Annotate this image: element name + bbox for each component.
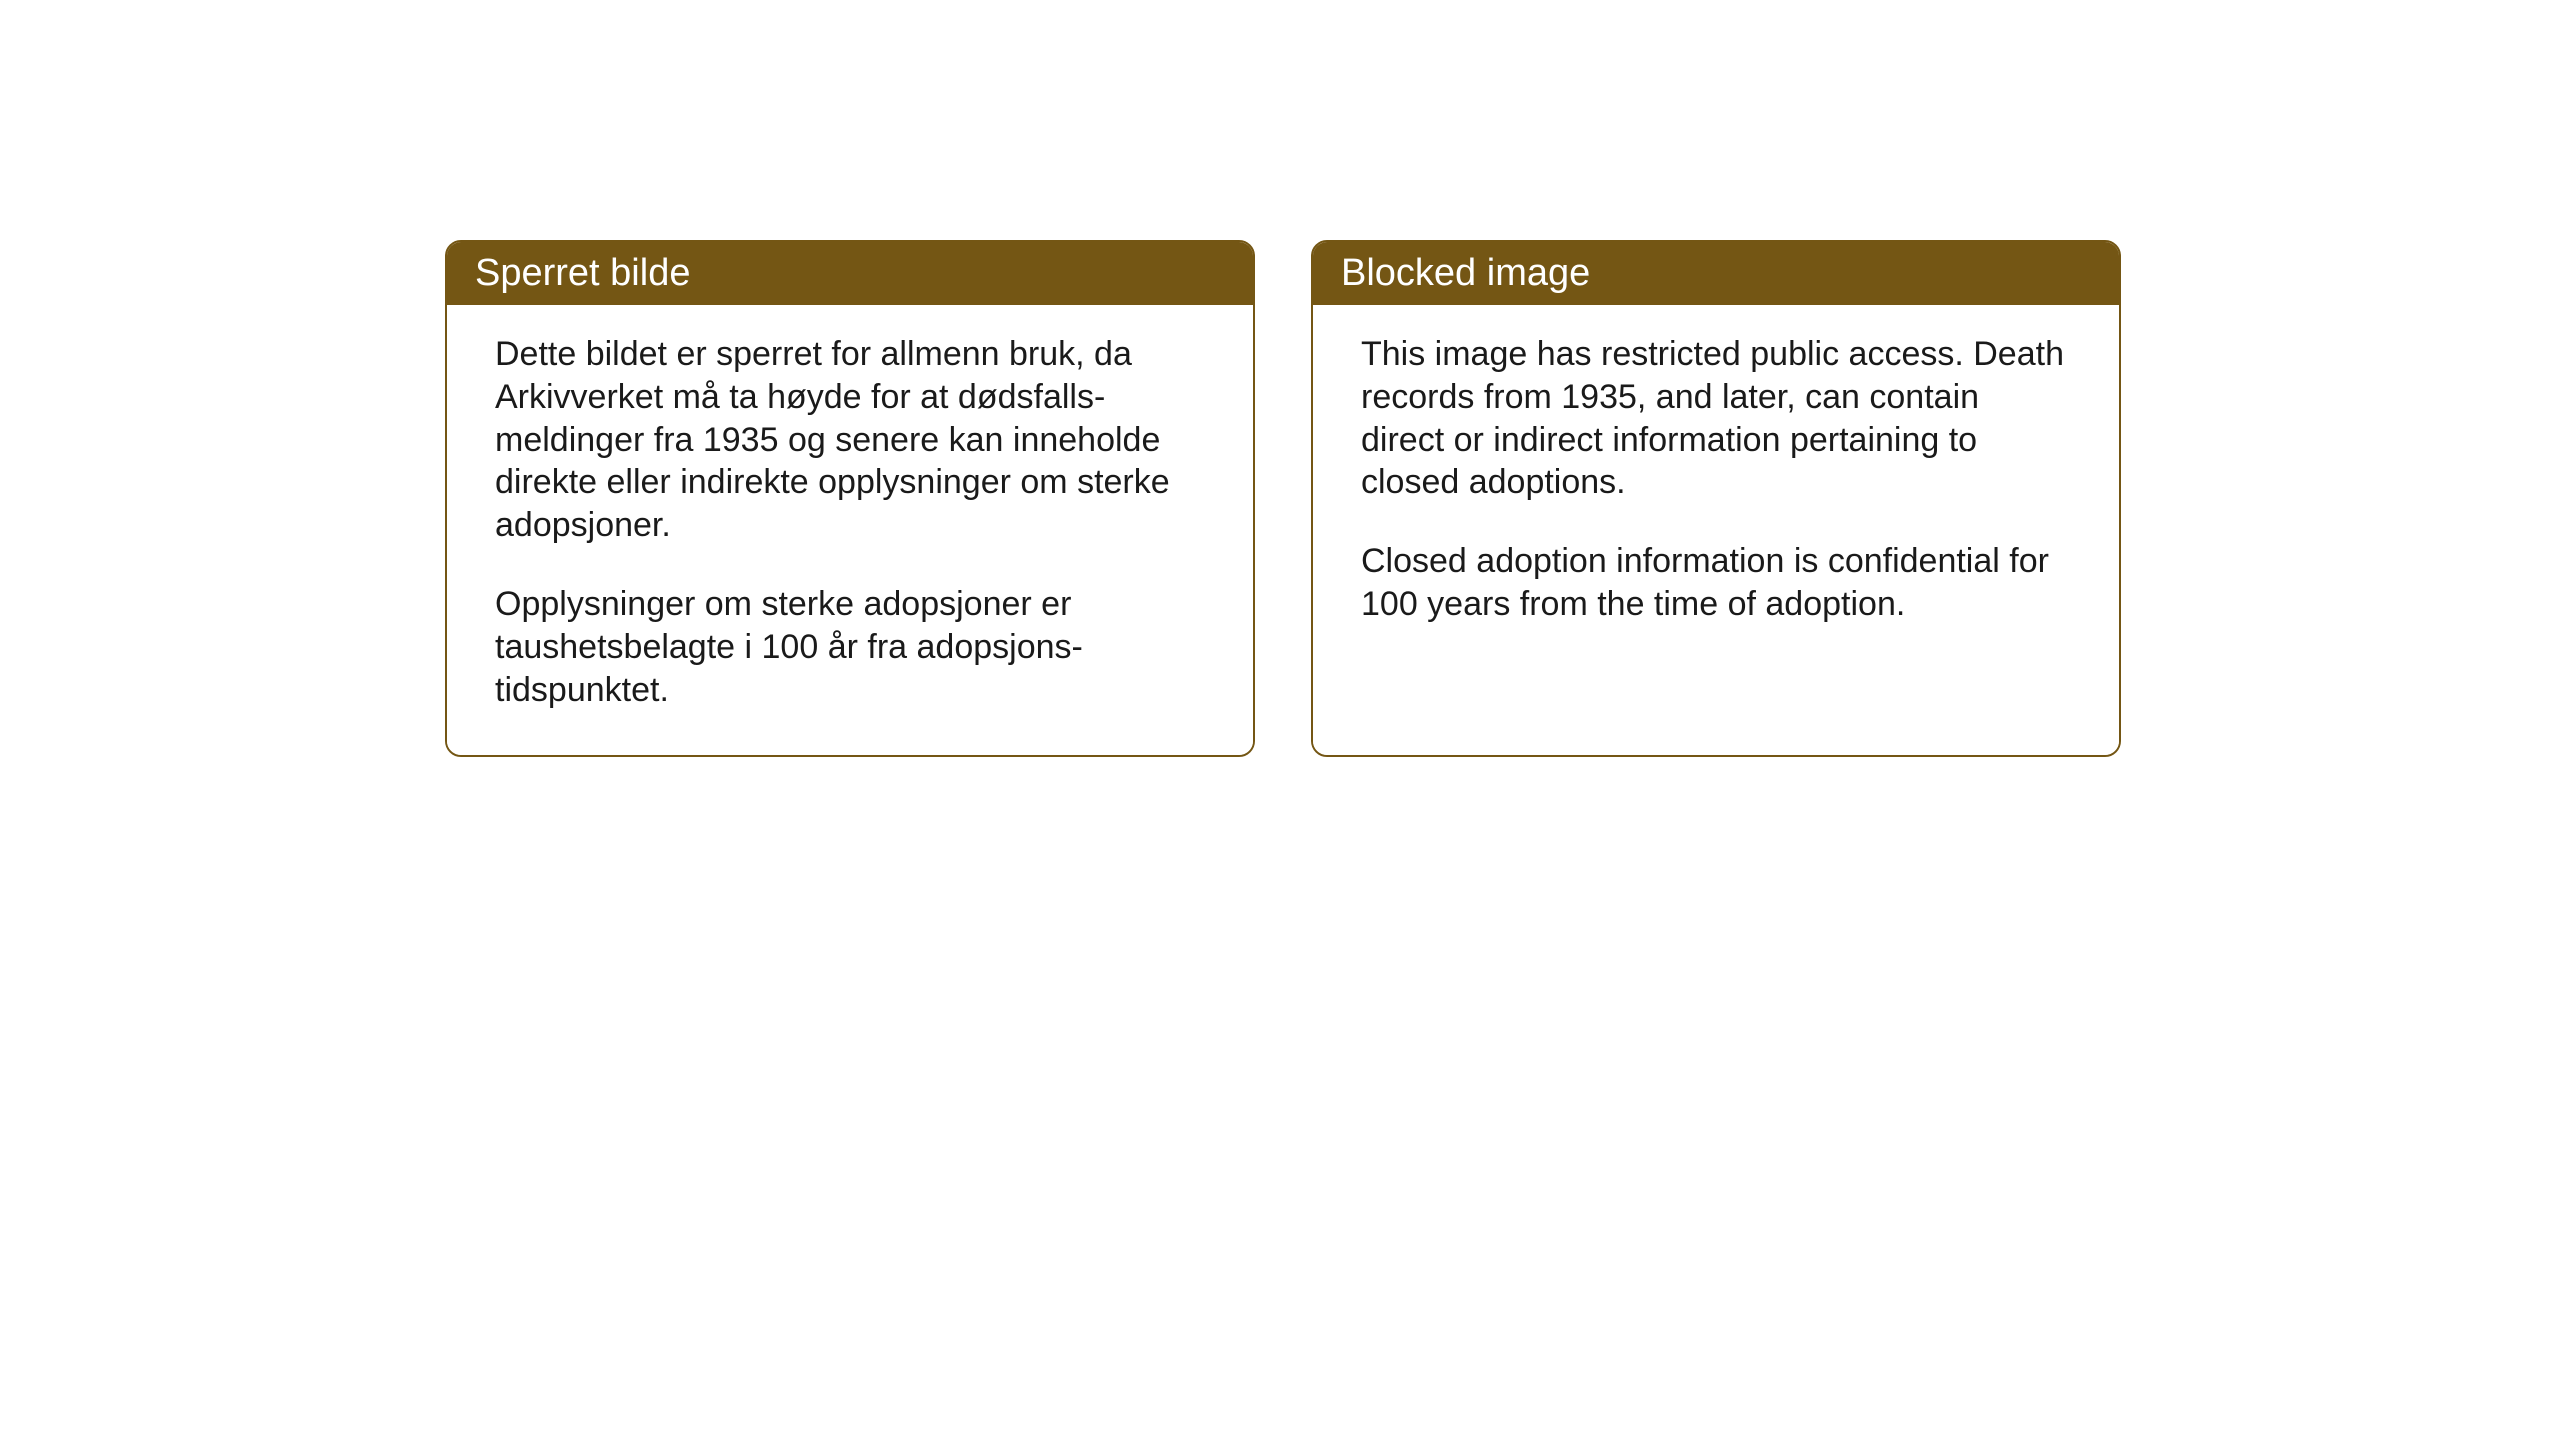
english-card-body: This image has restricted public access.… [1313, 305, 2119, 755]
norwegian-paragraph-2: Opplysninger om sterke adopsjoner er tau… [495, 583, 1205, 711]
english-paragraph-1: This image has restricted public access.… [1361, 333, 2071, 504]
norwegian-card-body: Dette bildet er sperret for allmenn bruk… [447, 305, 1253, 755]
english-card: Blocked image This image has restricted … [1311, 240, 2121, 757]
norwegian-card-title: Sperret bilde [475, 252, 690, 294]
english-paragraph-2: Closed adoption information is confident… [1361, 540, 2071, 626]
english-card-title: Blocked image [1341, 252, 1590, 294]
norwegian-card-header: Sperret bilde [447, 242, 1253, 305]
notice-container: Sperret bilde Dette bildet er sperret fo… [445, 240, 2121, 757]
norwegian-paragraph-1: Dette bildet er sperret for allmenn bruk… [495, 333, 1205, 547]
norwegian-card: Sperret bilde Dette bildet er sperret fo… [445, 240, 1255, 757]
english-card-header: Blocked image [1313, 242, 2119, 305]
